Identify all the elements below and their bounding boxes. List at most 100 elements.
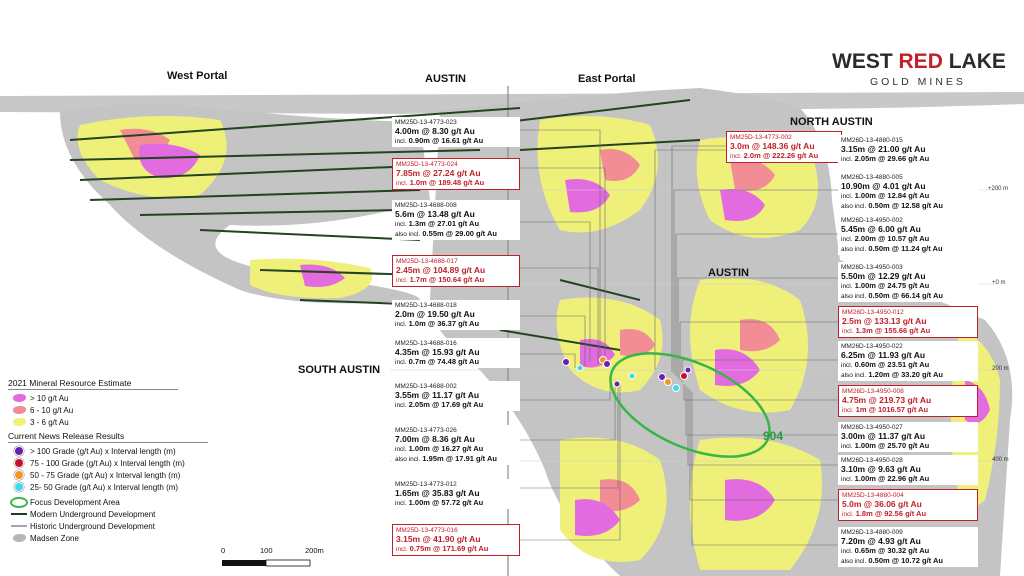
drill-hole-id: MM25D-13-4688-018 <box>395 302 457 309</box>
drill-hole-id: MM26D-13-4950-028 <box>841 457 903 464</box>
legend-resource-list: > 10 g/t Au 6 - 10 g/t Au 3 - 6 g/t Au <box>8 392 223 428</box>
legend-item: Madsen Zone <box>8 532 223 544</box>
drill-hole-id: MM26D-13-4950-008 <box>842 388 904 395</box>
sub-value: 0.90m @ 16.61 g/t Au <box>408 136 484 145</box>
drill-dot <box>603 360 611 368</box>
sub-prefix: incl. <box>842 407 854 414</box>
logo-word-west: WEST <box>832 50 893 73</box>
drill-result-box: MM25D-13-4688-018 2.0m @ 19.50 g/t Au incl… <box>392 300 520 330</box>
drill-intercept: 3.15m @ 41.90 g/t Au <box>396 534 481 544</box>
sub-prefix: incl. <box>841 476 853 483</box>
drill-sub-intercept: incl. 1.3m @ 27.01 g/t Au <box>395 219 517 229</box>
drill-intercept: 4.35m @ 15.93 g/t Au <box>395 347 480 357</box>
sub-value: 1.95m @ 17.91 g/t Au <box>422 454 497 463</box>
legend-symbol-icon <box>8 513 30 515</box>
legend-label: Modern Underground Development <box>30 509 156 519</box>
drill-result-box: MM25D-13-4773-002 3.0m @ 148.36 g/t Au inc… <box>726 131 842 163</box>
grade-6-10-areas <box>120 128 780 512</box>
drill-dot <box>613 380 621 388</box>
drill-intercept: 5.50m @ 12.29 g/t Au <box>841 271 926 281</box>
drill-hole-id: MM25D-13-4880-004 <box>842 492 904 499</box>
sub-prefix: incl. <box>395 359 407 366</box>
legend-label: 3 - 6 g/t Au <box>30 417 69 427</box>
legend-label: > 10 g/t Au <box>30 393 69 403</box>
legend-label: 6 - 10 g/t Au <box>30 405 74 415</box>
legend-label: Focus Development Area <box>30 497 120 507</box>
sub-prefix: incl. <box>841 362 853 369</box>
sub-value: 1.00m @ 22.96 g/t Au <box>854 474 930 483</box>
drill-sub-intercept: incl. 1.0m @ 36.37 g/t Au <box>395 319 517 329</box>
sub-value: 0.50m @ 10.72 g/t Au <box>868 556 943 565</box>
legend-symbol-icon <box>8 483 30 491</box>
focus-development-area <box>609 352 771 458</box>
drill-dot <box>576 364 584 372</box>
company-logo: WEST RED LAKE GOLD MINES <box>832 8 1017 90</box>
legend-news-title: Current News Release Results <box>8 431 208 443</box>
drill-intercept: 5.0m @ 36.06 g/t Au <box>842 499 922 509</box>
drill-result-box: MM25D-13-4688-017 2.45m @ 104.89 g/t Au in… <box>392 255 520 287</box>
drill-sub-intercept: incl. 1.8m @ 92.56 g/t Au <box>842 509 974 519</box>
legend-label: > 100 Grade (g/t Au) x Interval length (… <box>30 446 176 456</box>
drill-result-box: MM26D-13-4950-002 5.45m @ 6.00 g/t Au incl… <box>838 215 978 255</box>
drill-intercept: 3.10m @ 9.63 g/t Au <box>841 464 921 474</box>
drill-sub-intercept: also incl. 0.50m @ 11.24 g/t Au <box>841 244 975 254</box>
logo-word-red: RED <box>898 50 943 73</box>
logo-word-lake: LAKE <box>948 50 1006 73</box>
legend-item: > 100 Grade (g/t Au) x Interval length (… <box>8 445 223 457</box>
sub-prefix: incl. <box>395 446 407 453</box>
drill-sub-intercept: incl. 1.00m @ 22.96 g/t Au <box>841 474 975 484</box>
drill-intercept: 7.00m @ 8.36 g/t Au <box>395 434 475 444</box>
sub-prefix: incl. <box>395 138 407 145</box>
elevation-tick: +200 m <box>988 186 1009 192</box>
elevation-tick: +0 m <box>992 280 1006 286</box>
label-west-portal: West Portal <box>167 70 228 82</box>
drill-hole-id: MM26D-13-4950-012 <box>842 309 904 316</box>
drill-sub-intercept: also incl. 1.95m @ 17.91 g/t Au <box>395 454 517 464</box>
drill-sub-intercept: incl. 1m @ 1016.57 g/t Au <box>842 405 974 415</box>
sub-prefix: incl. <box>841 193 853 200</box>
sub-prefix: incl. <box>395 402 407 409</box>
drill-sub-intercept: also incl. 1.20m @ 33.20 g/t Au <box>841 370 975 380</box>
sub-prefix: also incl. <box>841 246 867 253</box>
legend-item: 3 - 6 g/t Au <box>8 416 223 428</box>
drill-dot <box>672 384 680 392</box>
label-north-austin: NORTH AUSTIN <box>790 116 873 128</box>
sub-prefix: also incl. <box>841 372 867 379</box>
focus-area-label: 904 <box>763 429 783 443</box>
legend-symbol-icon <box>8 406 30 414</box>
drill-sub-intercept: incl. 1.0m @ 189.48 g/t Au <box>396 178 516 188</box>
legend-symbol-icon <box>8 496 30 508</box>
sub-value: 2.0m @ 222.26 g/t Au <box>743 151 819 160</box>
label-austin-top: AUSTIN <box>425 73 466 85</box>
drill-intercept: 10.90m @ 4.01 g/t Au <box>841 181 926 191</box>
legend-symbol-icon <box>8 534 30 542</box>
drill-result-box: MM25D-13-4688-016 4.35m @ 15.93 g/t Au inc… <box>392 338 520 368</box>
sub-value: 1.00m @ 12.84 g/t Au <box>854 191 930 200</box>
label-austin-mid: AUSTIN <box>708 267 749 279</box>
legend-item: 6 - 10 g/t Au <box>8 404 223 416</box>
sub-value: 1m @ 1016.57 g/t Au <box>855 405 929 414</box>
legend-symbol-icon <box>8 418 30 426</box>
sub-value: 1.00m @ 25.70 g/t Au <box>854 441 930 450</box>
drill-intercept: 2.5m @ 133.13 g/t Au <box>842 316 927 326</box>
drill-intercept: 4.00m @ 8.30 g/t Au <box>395 126 475 136</box>
map-legend: 2021 Mineral Resource Estimate > 10 g/t … <box>8 376 223 544</box>
drill-intercept: 5.45m @ 6.00 g/t Au <box>841 224 921 234</box>
sub-prefix: incl. <box>841 283 853 290</box>
sub-value: 1.3m @ 155.66 g/t Au <box>855 326 931 335</box>
drill-sub-intercept: incl. 1.00m @ 57.72 g/t Au <box>395 498 517 508</box>
drill-result-box: MM25D-13-4773-016 3.15m @ 41.90 g/t Au inc… <box>392 524 520 556</box>
legend-symbol-icon <box>8 525 30 527</box>
elevation-tick: 200 m <box>992 366 1009 372</box>
drill-result-box: MM26D-13-4950-028 3.10m @ 9.63 g/t Au incl… <box>838 455 978 485</box>
sub-prefix: incl. <box>842 328 854 335</box>
drill-hole-id: MM25D-13-4773-002 <box>730 134 792 141</box>
drill-hole-id: MM26D-13-4950-002 <box>841 217 903 224</box>
legend-resource-title: 2021 Mineral Resource Estimate <box>8 378 178 390</box>
scale-label-0: 0 <box>221 546 226 555</box>
drill-hole-id: MM25D-13-4688-002 <box>395 383 457 390</box>
drill-hole-id: MM26D-13-4880-005 <box>841 174 903 181</box>
drill-intercept: 5.6m @ 13.48 g/t Au <box>395 209 475 219</box>
scale-bar-graphic <box>222 559 311 567</box>
